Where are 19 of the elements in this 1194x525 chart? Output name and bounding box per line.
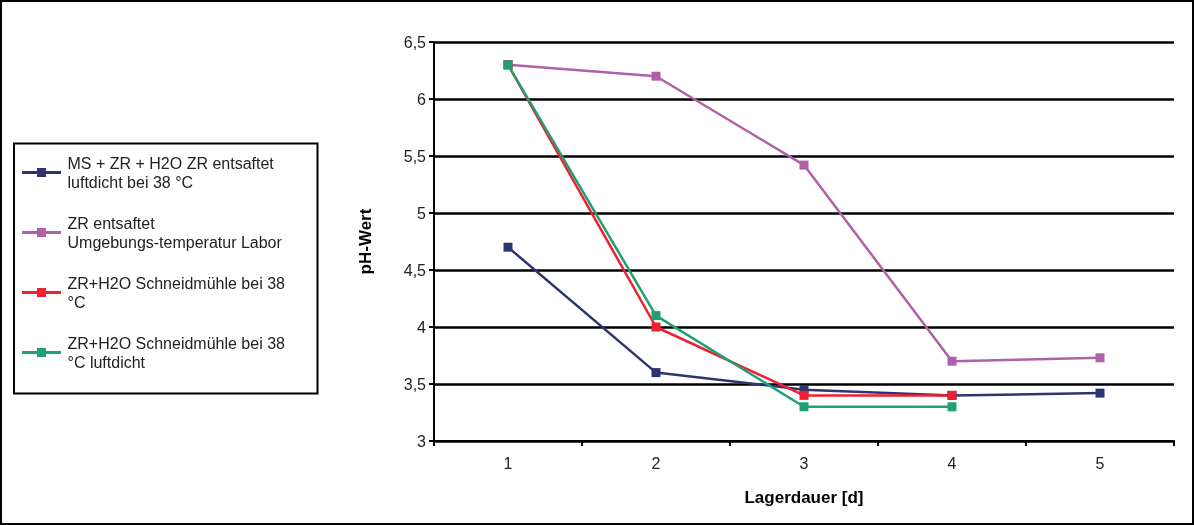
x-tick-label: 2 [651,454,661,472]
x-tick-label: 3 [799,454,809,472]
y-axis-title: pH-Wert [356,208,375,275]
legend-label: MS + ZR + H2O ZR entsaftet luftdicht bei 38 °C [67,154,279,191]
y-tick-label: 5 [417,204,427,222]
y-tick-label: 3 [417,432,427,450]
legend-label: ZR+H2O Schneidmühle bei 38 °C [67,274,290,311]
x-tick-label: 1 [503,454,513,472]
y-tick-label: 4 [417,318,427,336]
y-tick-label: 3,5 [403,375,427,393]
y-tick-label: 4,5 [403,261,427,279]
legend-label: ZR entsaftet Umgebungs-temperatur Labor [67,214,283,251]
legend-label: ZR+H2O Schneidmühle bei 38 °C luftdicht [67,334,290,371]
y-tick-label: 6,5 [403,33,427,51]
x-axis-title: Lagerdauer [d] [744,488,864,507]
x-tick-label: 4 [947,454,957,472]
x-tick-label: 5 [1095,454,1105,472]
y-tick-label: 6 [417,90,427,108]
y-tick-label: 5,5 [403,147,427,165]
